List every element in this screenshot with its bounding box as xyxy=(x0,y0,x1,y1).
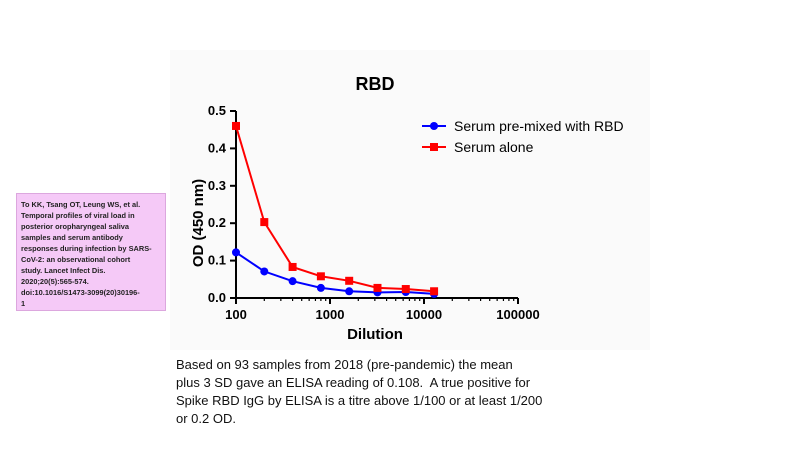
data-point xyxy=(288,262,297,271)
data-point xyxy=(373,283,382,292)
data-point xyxy=(232,121,240,130)
x-tick-label: 10000 xyxy=(406,307,442,322)
series-line xyxy=(235,251,435,295)
series-2 xyxy=(232,121,439,296)
y-tick-label: 0.0 xyxy=(208,290,226,305)
citation-box: To KK, Tsang OT, Leung WS, et al. Tempor… xyxy=(16,193,166,311)
x-tick-label: 1000 xyxy=(316,307,345,322)
y-tick-label: 0.2 xyxy=(208,215,226,230)
legend-label: Serum alone xyxy=(454,139,534,155)
y-tick-label: 0.5 xyxy=(208,103,226,118)
y-axis-label: OD (450 nm) xyxy=(190,179,207,267)
data-point xyxy=(430,287,439,296)
series-line xyxy=(235,125,435,293)
data-point xyxy=(288,277,297,286)
legend-marker xyxy=(430,122,438,130)
legend: Serum pre-mixed with RBD Serum alone xyxy=(422,118,624,155)
legend-entry: Serum pre-mixed with RBD xyxy=(422,118,624,134)
y-tick-label: 0.1 xyxy=(208,253,226,268)
caption-text: Based on 93 samples from 2018 (pre-pande… xyxy=(176,357,543,426)
y-tick-label: 0.4 xyxy=(208,140,227,155)
x-tick-label: 100000 xyxy=(496,307,539,322)
axes: 0.0 0.1 0.2 0.3 0.4 0.5 100 1000 10000 100000 xyxy=(208,103,540,322)
data-point xyxy=(316,272,325,281)
chart-panel: RBD 0.0 0.1 0.2 0.3 0.4 0.5 100 1000 10000 100000… xyxy=(170,50,650,350)
data-point xyxy=(345,276,354,285)
data-point xyxy=(260,267,269,276)
data-point xyxy=(345,287,354,296)
legend-marker xyxy=(430,143,438,151)
data-point xyxy=(401,285,410,294)
y-tick-label: 0.3 xyxy=(208,178,226,193)
data-point xyxy=(232,248,240,257)
x-axis-label: Dilution xyxy=(347,326,403,343)
series-layer xyxy=(232,121,439,298)
legend-label: Serum pre-mixed with RBD xyxy=(454,118,624,134)
data-point xyxy=(260,218,269,227)
rbd-chart: RBD 0.0 0.1 0.2 0.3 0.4 0.5 100 1000 10000 100000… xyxy=(190,74,624,343)
x-tick-label: 100 xyxy=(225,307,247,322)
legend-entry: Serum alone xyxy=(422,139,534,155)
data-point xyxy=(316,283,325,292)
chart-title: RBD xyxy=(356,74,395,94)
